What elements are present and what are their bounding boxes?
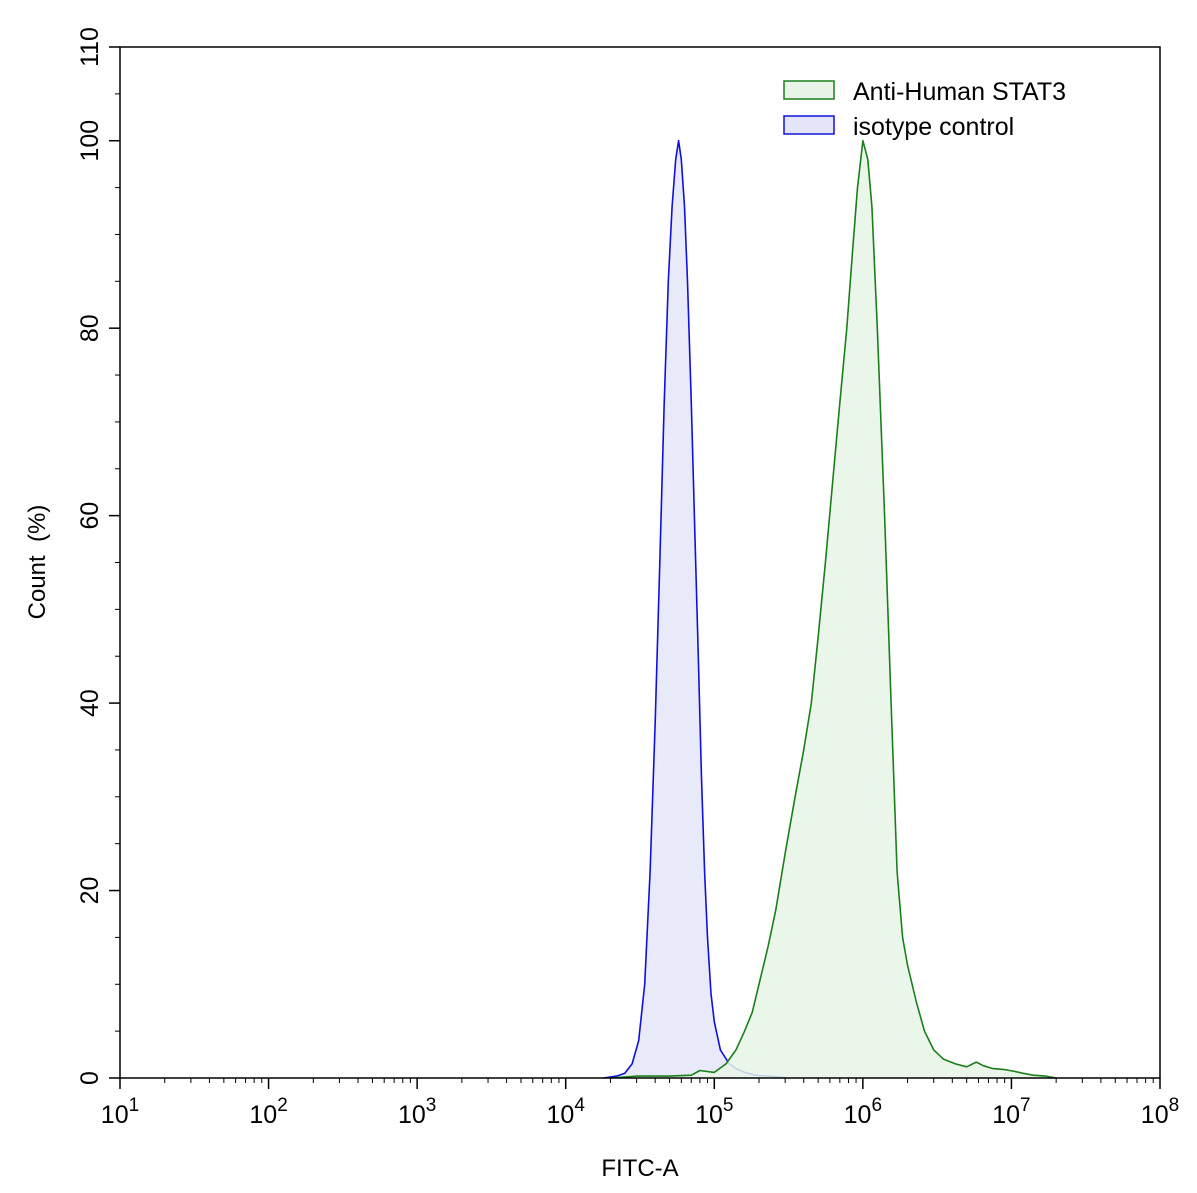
x-tick-label: 102 [249,1095,287,1129]
y-tick-label: 110 [76,27,104,67]
y-axis-ticks [109,46,120,1079]
x-tick-label: 107 [992,1095,1030,1129]
x-axis-ticks [119,1078,1161,1089]
series-layer [603,139,1057,1079]
y-tick-label: 0 [76,1071,104,1085]
y-tick-label: 60 [76,502,104,530]
legend-label-isotype-control: isotype control [853,113,1014,141]
x-tick-label: 104 [547,1095,586,1129]
series-fill-isotype-control [603,140,788,1078]
x-tick-label: 103 [398,1095,436,1129]
legend-swatch-isotype-control [783,115,835,135]
x-tick-label: 105 [695,1095,733,1129]
series-fill-anti-human-stat3 [610,140,1057,1078]
x-tick-label: 101 [101,1095,139,1129]
y-tick-label: 100 [76,120,104,162]
legend: Anti-Human STAT3 isotype control [783,78,1066,141]
legend-label-anti-human-stat3: Anti-Human STAT3 [853,78,1066,106]
x-tick-label: 106 [844,1095,882,1129]
x-axis-tick-labels: 101 102 103 104 105 106 107 108 [101,1095,1179,1129]
legend-swatch-anti-human-stat3 [783,80,835,100]
y-tick-label: 40 [76,689,104,717]
series-line-anti-human-stat3 [610,139,1057,1079]
y-tick-label: 80 [76,314,104,342]
x-axis-label: FITC-A [601,1155,678,1182]
y-axis-label: Count (%) [24,505,51,620]
y-axis-tick-labels: 0 20 40 60 80 100 110 [76,27,104,1085]
x-tick-label: 108 [1141,1095,1179,1129]
y-tick-label: 20 [76,877,104,905]
